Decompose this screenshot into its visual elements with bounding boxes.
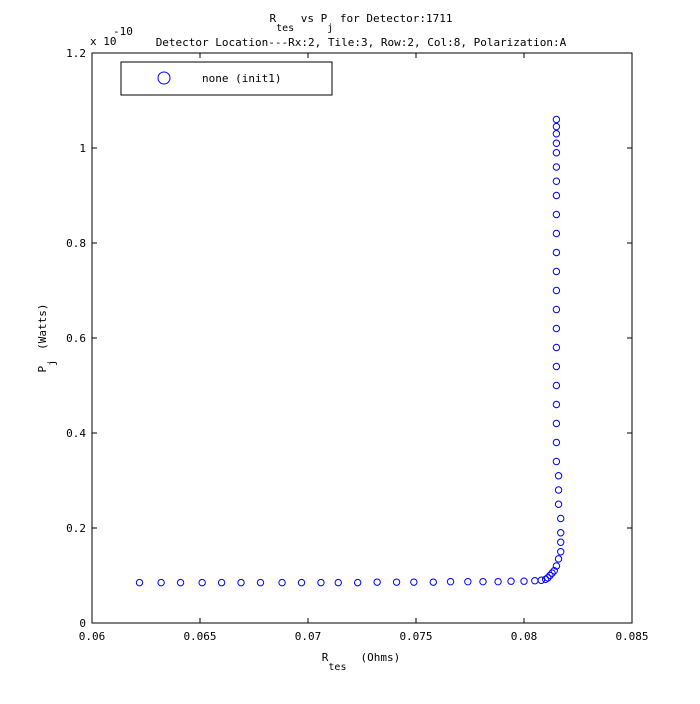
data-point bbox=[552, 248, 561, 257]
data-point bbox=[541, 575, 550, 583]
data-point bbox=[546, 571, 554, 580]
data-point bbox=[464, 577, 472, 586]
data-point bbox=[554, 555, 563, 563]
data-point bbox=[334, 578, 342, 587]
x-axis-label: Rtes(Ohms) bbox=[322, 651, 400, 673]
chart-title-line1: Rtes vs Pj for Detector:1711 bbox=[269, 12, 452, 34]
data-point bbox=[552, 562, 561, 570]
data-point bbox=[552, 457, 561, 466]
data-point bbox=[135, 578, 144, 587]
data-point bbox=[552, 324, 561, 333]
data-point bbox=[353, 578, 362, 587]
y-tick-label: 0.2 bbox=[66, 522, 86, 535]
data-point bbox=[557, 548, 565, 556]
data-point bbox=[552, 139, 561, 147]
data-point bbox=[552, 122, 561, 131]
data-point bbox=[176, 578, 185, 587]
x-tick-label: 0.075 bbox=[399, 630, 432, 643]
data-point bbox=[392, 578, 401, 586]
x-tick-label: 0.08 bbox=[511, 630, 538, 643]
data-point bbox=[198, 578, 206, 587]
data-point bbox=[552, 210, 561, 219]
data-point bbox=[552, 362, 561, 371]
data-point bbox=[557, 538, 565, 546]
data-point bbox=[552, 267, 561, 276]
data-point bbox=[537, 576, 545, 584]
data-point bbox=[552, 343, 561, 352]
data-point bbox=[552, 191, 561, 200]
data-point bbox=[552, 115, 561, 124]
data-point bbox=[237, 578, 245, 587]
data-point bbox=[548, 569, 556, 577]
data-point bbox=[554, 486, 563, 494]
data-point bbox=[554, 500, 563, 508]
x-tick-label: 0.07 bbox=[295, 630, 322, 643]
data-point bbox=[520, 577, 528, 585]
y-tick-label: 0 bbox=[79, 617, 86, 630]
data-point bbox=[217, 578, 226, 587]
x-tick-label: 0.06 bbox=[79, 630, 106, 643]
data-point bbox=[552, 419, 561, 428]
data-point bbox=[479, 577, 487, 586]
data-point bbox=[552, 229, 561, 238]
legend-marker bbox=[157, 71, 171, 85]
y-tick-label: 1 bbox=[79, 142, 86, 155]
data-points bbox=[135, 115, 565, 587]
data-point bbox=[507, 577, 515, 585]
data-point bbox=[557, 514, 565, 523]
data-point bbox=[278, 578, 286, 587]
data-point bbox=[550, 567, 558, 575]
legend: none (init1) bbox=[120, 61, 333, 96]
x-axis: 0.06 0.065 0.07 0.075 0.08 0.085 bbox=[79, 53, 649, 643]
y-tick-label: 0.8 bbox=[66, 237, 86, 250]
y-axis-label: Pj(Watts) bbox=[36, 303, 58, 372]
legend-box bbox=[120, 61, 333, 96]
y-exponent-power: -10 bbox=[113, 25, 133, 38]
data-point bbox=[410, 578, 418, 586]
legend-label: none (init1) bbox=[202, 72, 281, 85]
data-point bbox=[552, 163, 561, 171]
y-exponent-base: x 10 bbox=[90, 35, 117, 48]
data-point bbox=[373, 578, 381, 586]
data-point bbox=[297, 578, 306, 587]
data-point bbox=[552, 305, 561, 314]
data-point bbox=[552, 400, 561, 409]
data-point bbox=[446, 577, 455, 586]
chart-title-line2: Detector Location---Rx:2, Tile:3, Row:2,… bbox=[156, 36, 567, 49]
data-point bbox=[552, 130, 561, 138]
data-point bbox=[494, 577, 502, 586]
data-point bbox=[552, 177, 561, 185]
data-point bbox=[552, 286, 561, 295]
y-axis: 0 0.2 0.4 0.6 0.8 1 1.2 bbox=[66, 47, 632, 630]
x-tick-label: 0.085 bbox=[615, 630, 648, 643]
data-point bbox=[256, 578, 265, 587]
data-point bbox=[552, 438, 561, 447]
data-point bbox=[429, 578, 437, 586]
y-tick-label: 0.6 bbox=[66, 332, 86, 345]
y-tick-label: 0.4 bbox=[66, 427, 86, 440]
data-point bbox=[317, 578, 325, 587]
data-point bbox=[552, 149, 561, 157]
data-point bbox=[554, 472, 563, 480]
y-tick-label: 1.2 bbox=[66, 47, 86, 60]
data-point bbox=[557, 529, 565, 537]
x-tick-label: 0.065 bbox=[183, 630, 216, 643]
data-point bbox=[552, 381, 561, 390]
data-point bbox=[157, 578, 165, 587]
data-point bbox=[544, 574, 552, 582]
